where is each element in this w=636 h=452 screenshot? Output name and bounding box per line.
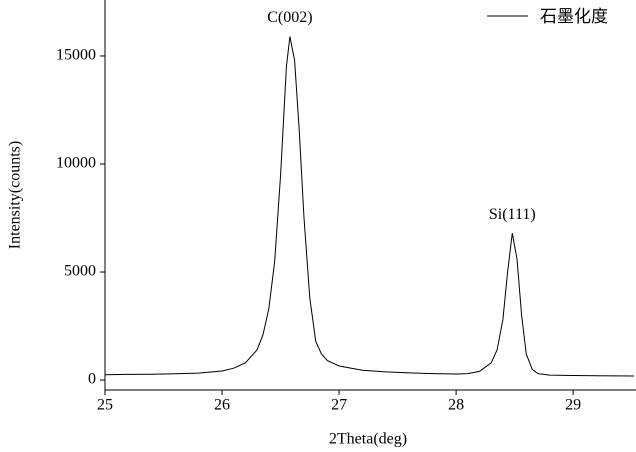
data-line [104,36,635,377]
x-tick-label: 27 [331,397,347,414]
annotation: C(002) [267,9,312,26]
x-tick-label: 29 [565,397,581,414]
y-tick-label: 15000 [56,47,96,64]
y-tick-label: 10000 [56,155,96,172]
annotation: Si(111) [489,206,536,223]
y-axis-label: Intensity(counts) [7,141,24,249]
x-tick-label: 28 [448,397,464,414]
x-axis-label: 2Theta(deg) [329,431,407,448]
x-tick-label: 26 [214,397,230,414]
y-tick-label: 5000 [64,263,96,280]
legend-label: 石墨化度 [540,7,608,27]
x-tick-label: 25 [97,397,113,414]
y-tick-label: 0 [88,371,96,388]
